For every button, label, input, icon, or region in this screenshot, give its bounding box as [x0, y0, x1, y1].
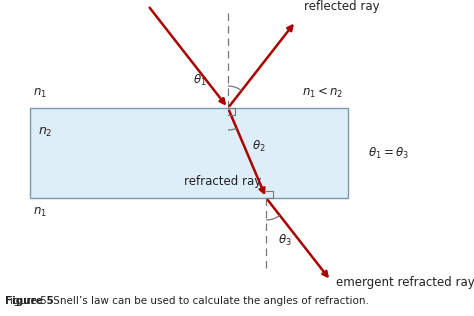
Text: refracted ray: refracted ray — [184, 175, 261, 188]
Text: $n_2$: $n_2$ — [38, 126, 53, 139]
Text: $\theta_2$: $\theta_2$ — [252, 138, 265, 154]
Text: $n_1$: $n_1$ — [33, 87, 47, 100]
Text: Figure 5: Figure 5 — [5, 296, 61, 306]
Text: $\theta_3$: $\theta_3$ — [278, 233, 292, 247]
Bar — [30, 108, 348, 198]
Text: $n_1 < n_2$: $n_1 < n_2$ — [301, 86, 343, 100]
Text: Figure 5  Snell’s law can be used to calculate the angles of refraction.: Figure 5 Snell’s law can be used to calc… — [5, 296, 369, 306]
Text: reflected ray: reflected ray — [304, 0, 379, 13]
Text: emergent refracted ray: emergent refracted ray — [336, 276, 474, 289]
Text: $n_1$: $n_1$ — [33, 206, 47, 219]
Text: $\theta_1$: $\theta_1$ — [193, 72, 207, 88]
Text: $\theta_1 = \theta_3$: $\theta_1 = \theta_3$ — [368, 145, 409, 161]
